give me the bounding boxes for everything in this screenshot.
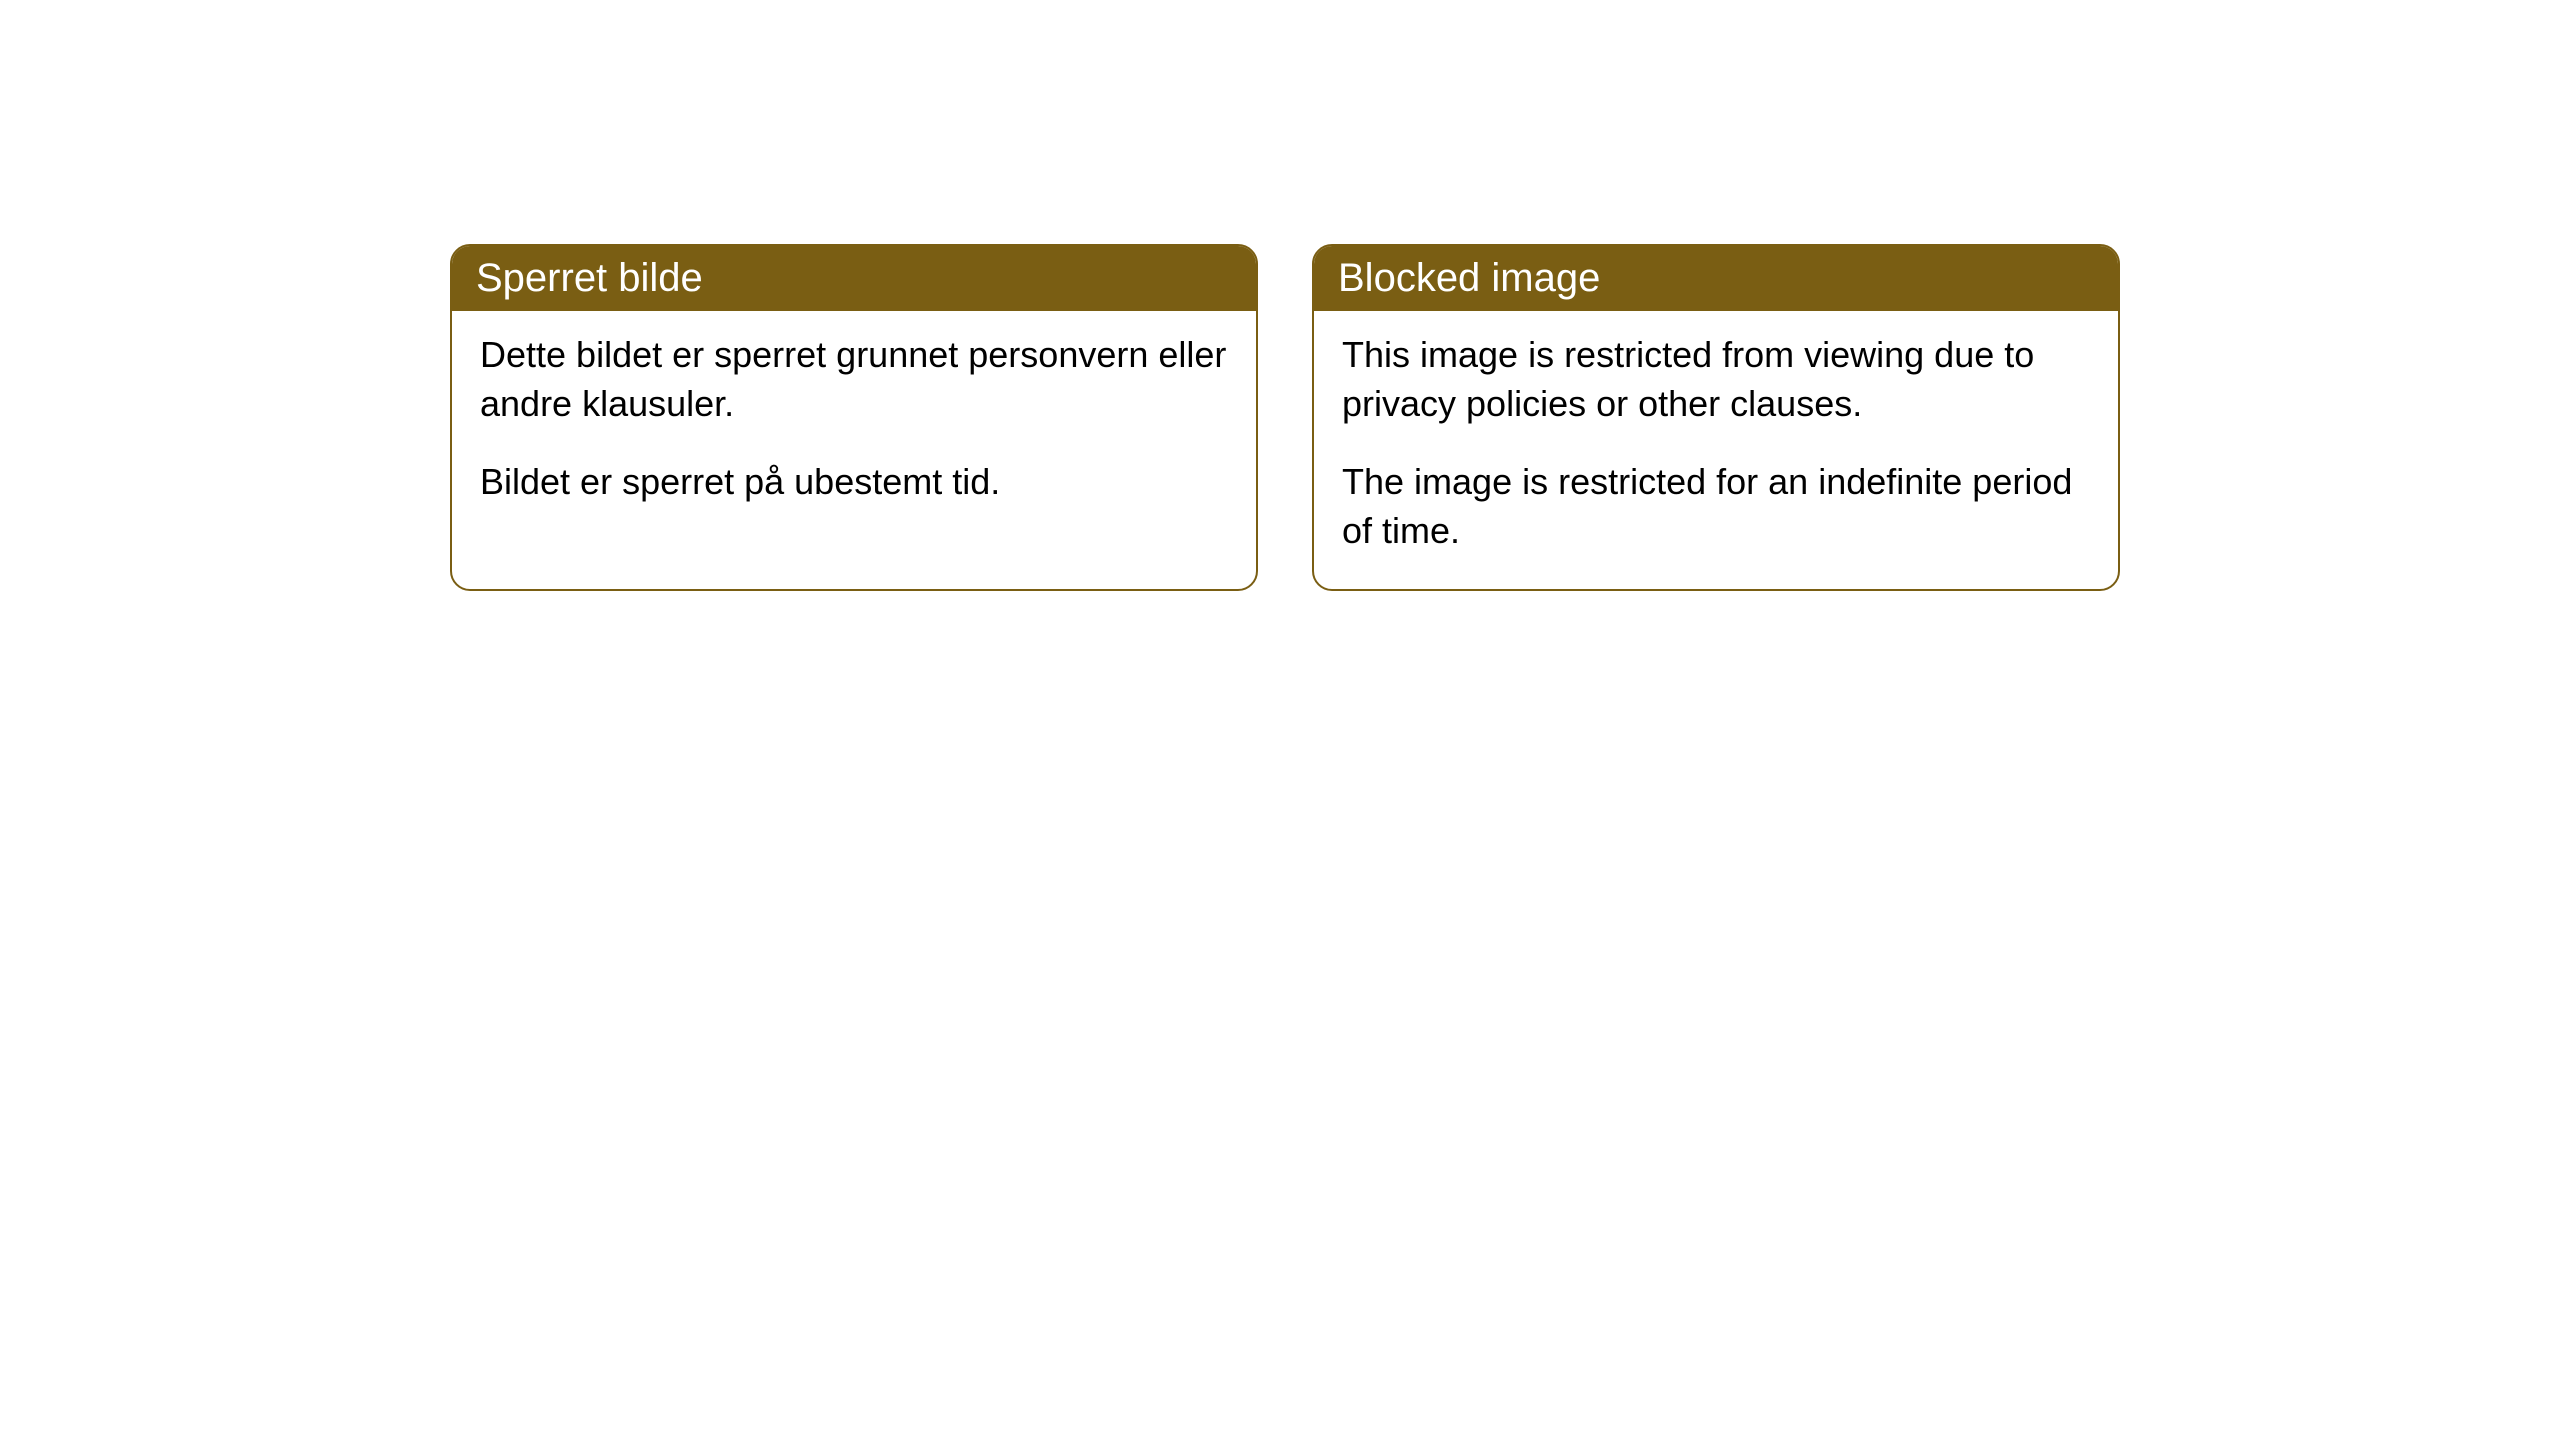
- card-body: This image is restricted from viewing du…: [1314, 311, 2118, 589]
- notice-cards-container: Sperret bilde Dette bildet er sperret gr…: [450, 244, 2120, 591]
- card-paragraph-1: Dette bildet er sperret grunnet personve…: [480, 331, 1228, 428]
- notice-card-norwegian: Sperret bilde Dette bildet er sperret gr…: [450, 244, 1258, 591]
- card-title: Blocked image: [1338, 256, 1600, 300]
- card-paragraph-1: This image is restricted from viewing du…: [1342, 331, 2090, 428]
- card-paragraph-2: Bildet er sperret på ubestemt tid.: [480, 458, 1228, 507]
- card-body: Dette bildet er sperret grunnet personve…: [452, 311, 1256, 541]
- card-header: Sperret bilde: [452, 246, 1256, 311]
- card-title: Sperret bilde: [476, 256, 703, 300]
- notice-card-english: Blocked image This image is restricted f…: [1312, 244, 2120, 591]
- card-header: Blocked image: [1314, 246, 2118, 311]
- card-paragraph-2: The image is restricted for an indefinit…: [1342, 458, 2090, 555]
